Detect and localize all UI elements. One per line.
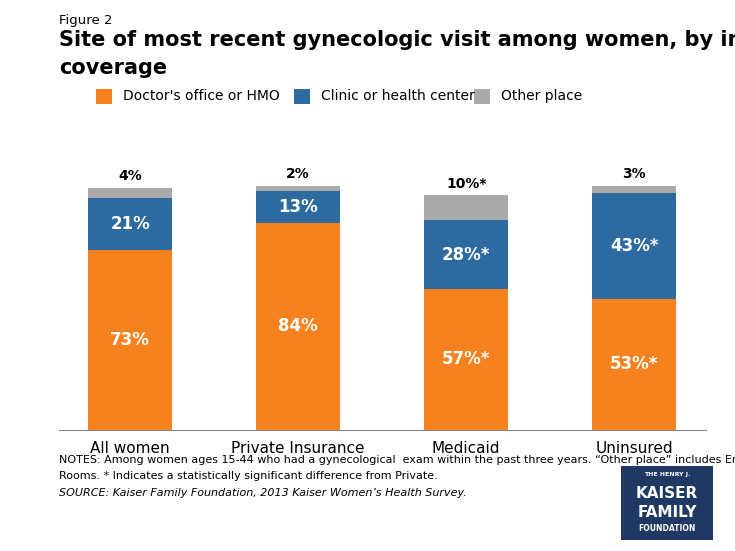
Text: KAISER: KAISER	[636, 487, 698, 501]
Bar	[257, 191, 340, 223]
Text: Site of most recent gynecologic visit among women, by insurance: Site of most recent gynecologic visit am…	[59, 30, 735, 50]
Bar	[88, 250, 172, 430]
Text: 43%*: 43%*	[610, 237, 659, 255]
Bar	[88, 188, 172, 198]
Bar	[592, 186, 676, 193]
Text: coverage: coverage	[59, 58, 167, 78]
Text: Clinic or health center: Clinic or health center	[321, 89, 475, 104]
Text: Figure 2: Figure 2	[59, 14, 112, 27]
Bar	[424, 289, 508, 430]
Bar	[592, 193, 676, 299]
Text: SOURCE: Kaiser Family Foundation, 2013 Kaiser Women’s Health Survey.: SOURCE: Kaiser Family Foundation, 2013 K…	[59, 488, 467, 498]
Text: 2%: 2%	[287, 166, 310, 181]
Text: 53%*: 53%*	[610, 355, 659, 374]
Text: FOUNDATION: FOUNDATION	[638, 523, 696, 533]
Text: Other place: Other place	[501, 89, 583, 104]
Bar	[424, 196, 508, 220]
Text: Rooms. * Indicates a statistically significant difference from Private.: Rooms. * Indicates a statistically signi…	[59, 471, 437, 481]
Text: 73%: 73%	[110, 331, 150, 349]
Text: 10%*: 10%*	[446, 176, 487, 191]
Bar	[257, 186, 340, 191]
Bar	[424, 220, 508, 289]
Text: FAMILY: FAMILY	[637, 505, 697, 520]
Text: 3%: 3%	[623, 166, 646, 181]
Text: THE HENRY J.: THE HENRY J.	[644, 472, 690, 477]
Bar	[257, 223, 340, 430]
Text: 4%: 4%	[118, 169, 142, 183]
Text: 13%: 13%	[279, 198, 318, 215]
Text: 28%*: 28%*	[442, 246, 490, 264]
Bar	[88, 198, 172, 250]
Text: 57%*: 57%*	[442, 350, 490, 369]
Text: 84%: 84%	[279, 317, 318, 335]
Text: NOTES: Among women ages 15-44 who had a gynecological  exam within the past thre: NOTES: Among women ages 15-44 who had a …	[59, 455, 735, 464]
Bar	[592, 299, 676, 430]
Text: Doctor's office or HMO: Doctor's office or HMO	[123, 89, 279, 104]
Text: 21%: 21%	[110, 215, 150, 233]
